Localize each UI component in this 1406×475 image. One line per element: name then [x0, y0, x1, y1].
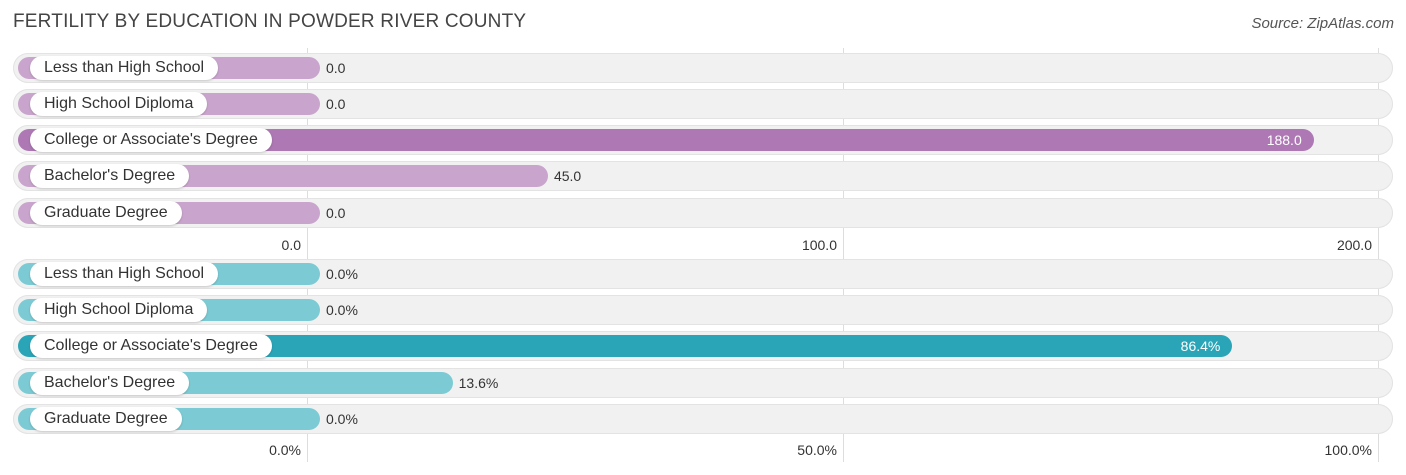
value-label: 0.0	[326, 205, 346, 221]
category-label: High School Diploma	[30, 92, 208, 116]
value-label: 0.0%	[326, 302, 358, 318]
x-tick-label: 0.0	[281, 237, 301, 253]
value-label: 0.0%	[326, 411, 358, 427]
x-tick-label: 200.0	[1336, 237, 1372, 253]
chart-title: FERTILITY BY EDUCATION IN POWDER RIVER C…	[13, 11, 527, 32]
value-label: 13.6%	[458, 375, 499, 391]
category-label: College or Associate's Degree	[30, 334, 272, 358]
bar-college-or-associate-s-degree[interactable]	[18, 335, 1233, 357]
category-label: Less than High School	[30, 262, 219, 286]
x-tick-label: 0.0%	[269, 442, 301, 458]
x-tick-label: 100.0%	[1324, 442, 1372, 458]
source-label: Source: ZipAtlas.com	[1251, 15, 1394, 32]
category-label: Graduate Degree	[30, 201, 182, 225]
category-label: High School Diploma	[30, 298, 208, 322]
value-label: 0.0	[326, 96, 346, 112]
category-label: Bachelor's Degree	[30, 164, 190, 188]
value-label: 0.0%	[326, 266, 358, 282]
value-label: 45.0	[553, 168, 582, 184]
x-tick-label: 100.0	[801, 237, 837, 253]
category-label: Bachelor's Degree	[30, 371, 190, 395]
bar-college-or-associate-s-degree[interactable]	[18, 129, 1314, 151]
category-label: Less than High School	[30, 56, 219, 80]
value-label: 86.4%	[1180, 338, 1221, 354]
category-label: Graduate Degree	[30, 407, 182, 431]
x-tick-label: 50.0%	[797, 442, 837, 458]
fertility-rate-panel: Less than High School 0.0 High School Dipl…	[13, 48, 1393, 256]
category-label: College or Associate's Degree	[30, 128, 272, 152]
value-label: 0.0	[326, 60, 346, 76]
value-label: 188.0	[1266, 132, 1302, 148]
